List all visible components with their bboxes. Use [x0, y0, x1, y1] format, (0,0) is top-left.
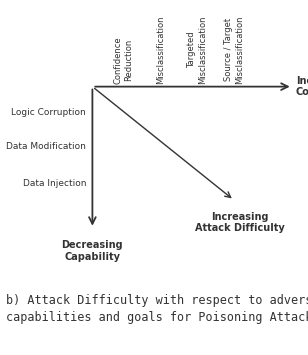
Text: Targeted
Misclassification: Targeted Misclassification: [188, 15, 207, 84]
Text: b) Attack Difficulty with respect to adversarial
capabilities and goals for Pois: b) Attack Difficulty with respect to adv…: [6, 294, 308, 324]
Text: Data Injection: Data Injection: [23, 179, 86, 188]
Text: Confidence
Reduction: Confidence Reduction: [114, 36, 133, 84]
Text: Data Modification: Data Modification: [6, 142, 86, 151]
Text: Misclassification: Misclassification: [156, 15, 165, 84]
Text: Increasing
Attack Difficulty: Increasing Attack Difficulty: [195, 212, 285, 233]
Text: Source / Target
Misclassification: Source / Target Misclassification: [225, 15, 244, 84]
Text: Logic Corruption: Logic Corruption: [11, 108, 86, 117]
Text: Decreasing
Capability: Decreasing Capability: [62, 240, 123, 262]
Text: Increasing
Complexity: Increasing Complexity: [296, 76, 308, 97]
